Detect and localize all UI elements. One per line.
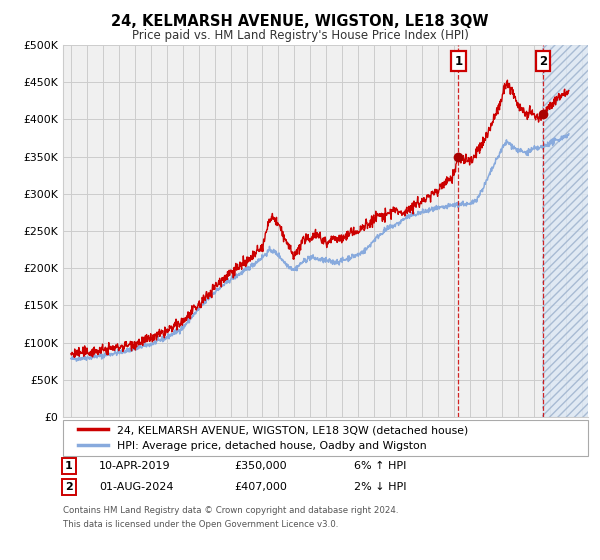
Bar <box>542 45 588 417</box>
Text: 01-AUG-2024: 01-AUG-2024 <box>99 482 173 492</box>
Text: 6% ↑ HPI: 6% ↑ HPI <box>354 461 406 471</box>
Text: Contains HM Land Registry data © Crown copyright and database right 2024.: Contains HM Land Registry data © Crown c… <box>63 506 398 515</box>
Text: 1: 1 <box>65 461 73 471</box>
Text: 10-APR-2019: 10-APR-2019 <box>99 461 170 471</box>
Legend: 24, KELMARSH AVENUE, WIGSTON, LE18 3QW (detached house), HPI: Average price, det: 24, KELMARSH AVENUE, WIGSTON, LE18 3QW (… <box>74 421 473 456</box>
Text: £350,000: £350,000 <box>234 461 287 471</box>
Text: Price paid vs. HM Land Registry's House Price Index (HPI): Price paid vs. HM Land Registry's House … <box>131 29 469 42</box>
Text: 2: 2 <box>65 482 73 492</box>
Text: £407,000: £407,000 <box>234 482 287 492</box>
Text: 1: 1 <box>454 55 463 68</box>
Text: This data is licensed under the Open Government Licence v3.0.: This data is licensed under the Open Gov… <box>63 520 338 529</box>
Text: 24, KELMARSH AVENUE, WIGSTON, LE18 3QW: 24, KELMARSH AVENUE, WIGSTON, LE18 3QW <box>111 14 489 29</box>
FancyBboxPatch shape <box>63 420 588 456</box>
Text: 2% ↓ HPI: 2% ↓ HPI <box>354 482 407 492</box>
Text: 2: 2 <box>539 55 547 68</box>
